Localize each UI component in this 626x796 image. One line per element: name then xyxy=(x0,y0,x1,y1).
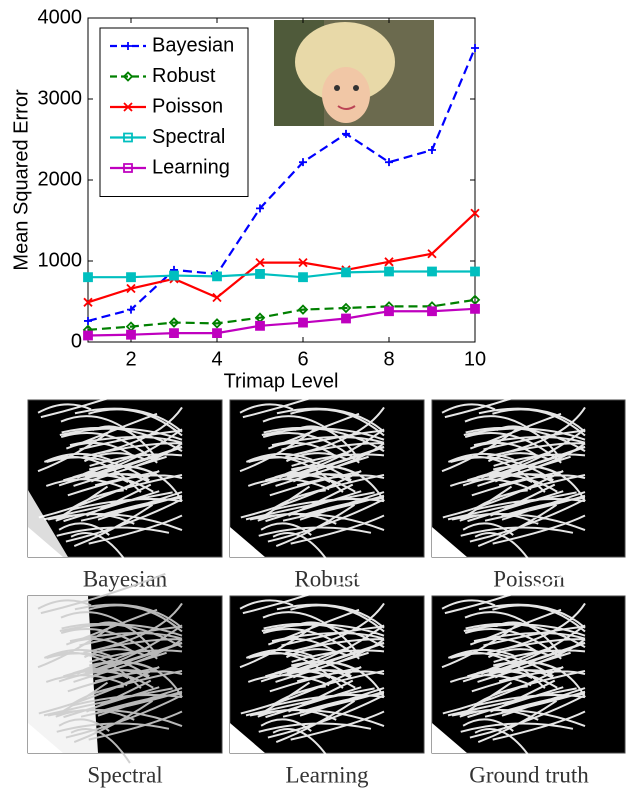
legend-label: Learning xyxy=(152,156,230,178)
matte-panel xyxy=(431,376,626,568)
x-tick-label: 6 xyxy=(297,348,308,370)
data-point xyxy=(427,266,437,277)
panel-region xyxy=(230,723,265,753)
data-point xyxy=(83,297,93,307)
data-point xyxy=(385,158,393,167)
data-point xyxy=(427,249,437,259)
data-point xyxy=(470,266,480,277)
data-point xyxy=(255,320,265,331)
legend-marker xyxy=(124,42,132,50)
panel-region xyxy=(28,527,63,557)
panel-region xyxy=(230,527,265,557)
data-point xyxy=(297,304,309,315)
panel-region xyxy=(432,723,467,753)
data-point xyxy=(428,146,436,155)
matte-panel xyxy=(229,376,425,568)
data-point xyxy=(384,266,394,277)
panel-caption: Learning xyxy=(285,762,369,787)
data-point xyxy=(256,204,264,213)
x-tick-label: 10 xyxy=(464,348,486,370)
data-point xyxy=(169,270,179,281)
hair-strands xyxy=(239,376,385,568)
inset-photo xyxy=(274,20,434,126)
data-point xyxy=(126,272,136,283)
data-point xyxy=(342,129,350,138)
legend-marker xyxy=(123,163,133,173)
data-point xyxy=(83,272,93,283)
hair-strands xyxy=(441,376,586,568)
panel-caption: Poisson xyxy=(493,566,565,591)
legend-label: Spectral xyxy=(152,126,225,148)
y-axis-label: Mean Squared Error xyxy=(10,89,32,271)
hair-strands xyxy=(37,376,183,568)
x-tick-label: 2 xyxy=(125,348,136,370)
y-tick-label: 1000 xyxy=(38,249,83,271)
data-point xyxy=(84,316,92,325)
data-point xyxy=(427,306,437,317)
hair-strands xyxy=(37,572,183,764)
y-tick-label: 4000 xyxy=(38,6,83,28)
matte-panel xyxy=(27,376,223,568)
data-point xyxy=(340,302,352,314)
x-tick-label: 4 xyxy=(211,348,222,370)
series-line xyxy=(87,47,477,323)
data-point xyxy=(83,330,93,341)
data-point xyxy=(168,317,180,328)
series-line xyxy=(87,298,476,331)
x-axis-label: Trimap Level xyxy=(224,370,339,392)
y-tick-label: 2000 xyxy=(38,168,83,190)
data-point xyxy=(384,257,394,267)
panel-region xyxy=(432,527,467,557)
data-point xyxy=(169,328,179,338)
data-point xyxy=(255,257,265,268)
series-line xyxy=(88,270,475,279)
data-point xyxy=(126,329,136,340)
data-point xyxy=(298,257,308,268)
series-line xyxy=(87,212,476,304)
data-point xyxy=(127,305,135,314)
data-point xyxy=(470,303,480,314)
panel-caption: Ground truth xyxy=(469,762,589,787)
legend-marker xyxy=(122,71,134,82)
panel-caption: Robust xyxy=(294,566,360,591)
x-tick-label: 8 xyxy=(383,348,394,370)
data-point xyxy=(255,269,265,279)
legend-marker xyxy=(123,102,133,112)
panel-region xyxy=(28,723,63,753)
data-point xyxy=(211,318,223,329)
matte-panel xyxy=(229,572,425,764)
legend-marker xyxy=(123,132,133,143)
legend-label: Robust xyxy=(152,65,216,87)
matte-panel xyxy=(27,572,223,764)
data-point xyxy=(341,267,351,278)
matte-panel xyxy=(431,572,626,764)
panel-caption: Spectral xyxy=(87,762,162,787)
hair-strands xyxy=(239,572,385,764)
data-point xyxy=(298,317,308,328)
hair-strands xyxy=(441,572,586,764)
data-point xyxy=(341,313,351,324)
y-tick-label: 3000 xyxy=(38,87,83,109)
data-point xyxy=(126,283,136,294)
data-point xyxy=(471,43,479,52)
data-point xyxy=(470,208,480,218)
data-point xyxy=(212,328,222,338)
legend-label: Poisson xyxy=(152,95,223,117)
series-line xyxy=(87,307,476,337)
data-point xyxy=(298,272,308,283)
data-point xyxy=(212,292,222,303)
y-tick-label: 0 xyxy=(71,330,82,352)
panel-region xyxy=(28,596,98,753)
data-point xyxy=(384,306,394,317)
data-point xyxy=(299,158,307,167)
data-point xyxy=(212,271,222,282)
legend-label: Bayesian xyxy=(152,34,234,56)
data-point xyxy=(469,294,481,306)
